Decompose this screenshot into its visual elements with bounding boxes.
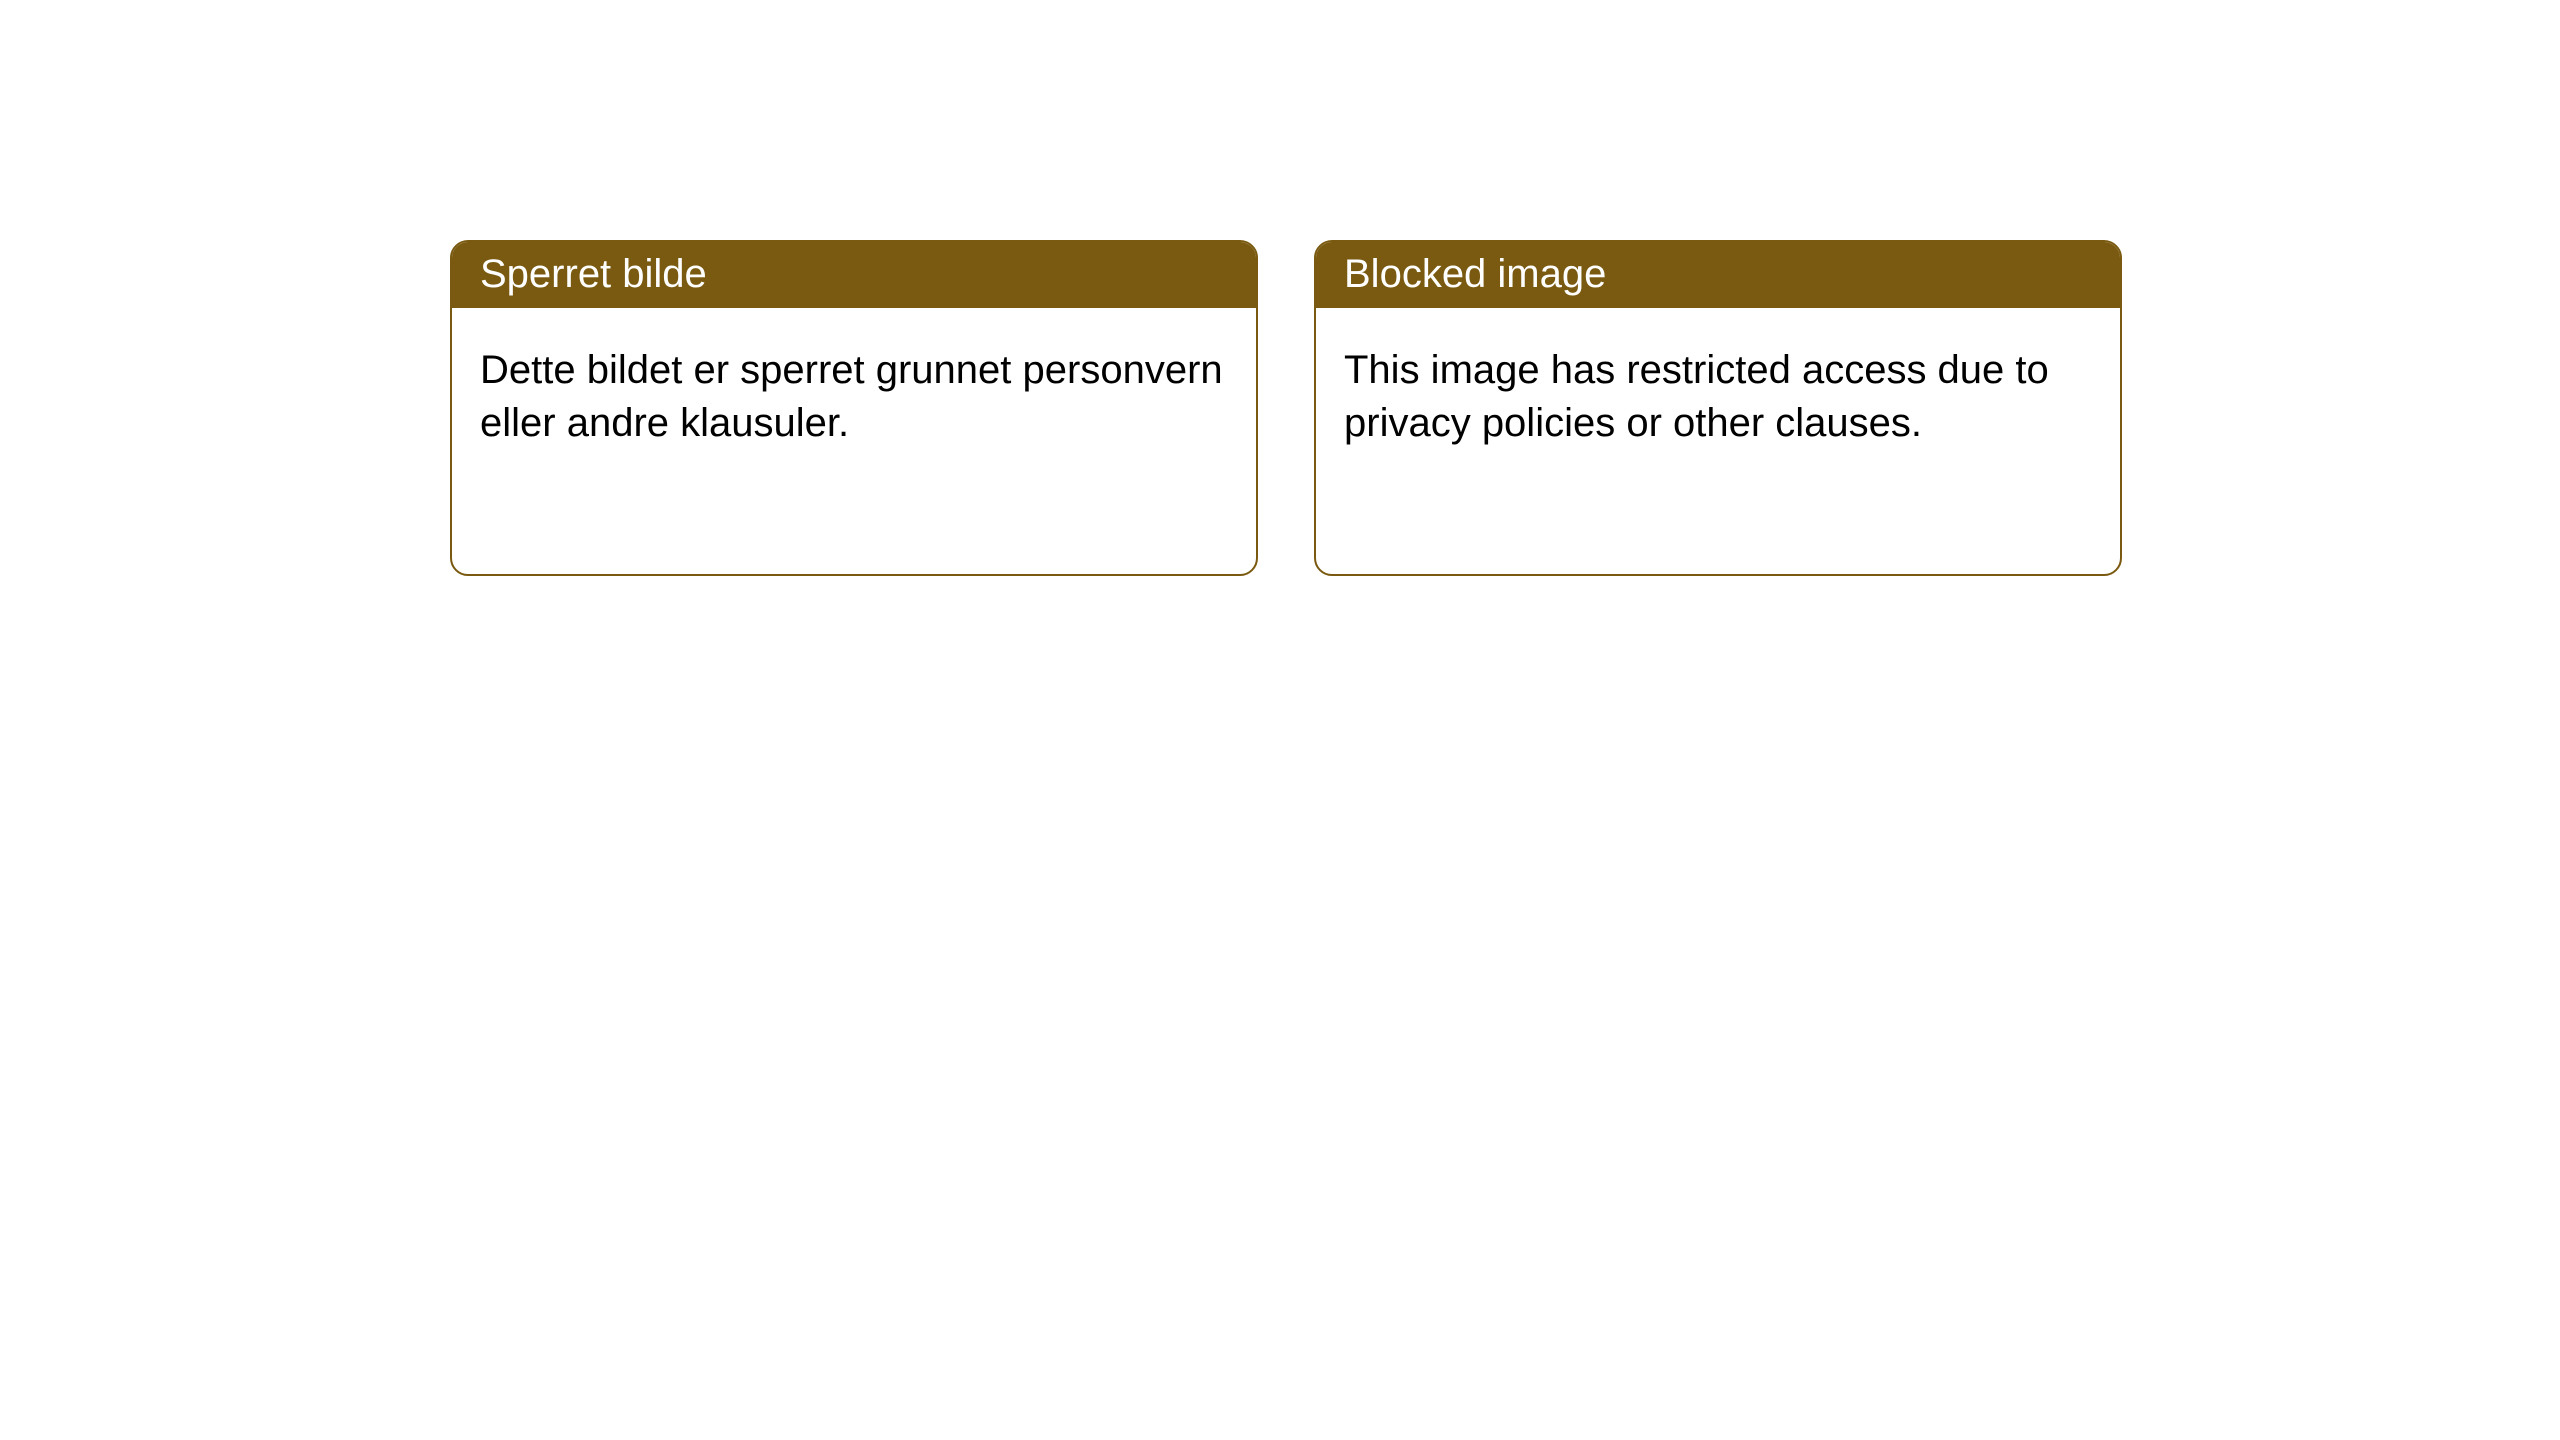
notice-card-title: Blocked image: [1316, 242, 2120, 308]
notice-card-body: Dette bildet er sperret grunnet personve…: [452, 308, 1256, 486]
notice-cards-container: Sperret bilde Dette bildet er sperret gr…: [0, 0, 2560, 576]
notice-card-body: This image has restricted access due to …: [1316, 308, 2120, 486]
notice-card-norwegian: Sperret bilde Dette bildet er sperret gr…: [450, 240, 1258, 576]
notice-card-english: Blocked image This image has restricted …: [1314, 240, 2122, 576]
notice-card-title: Sperret bilde: [452, 242, 1256, 308]
